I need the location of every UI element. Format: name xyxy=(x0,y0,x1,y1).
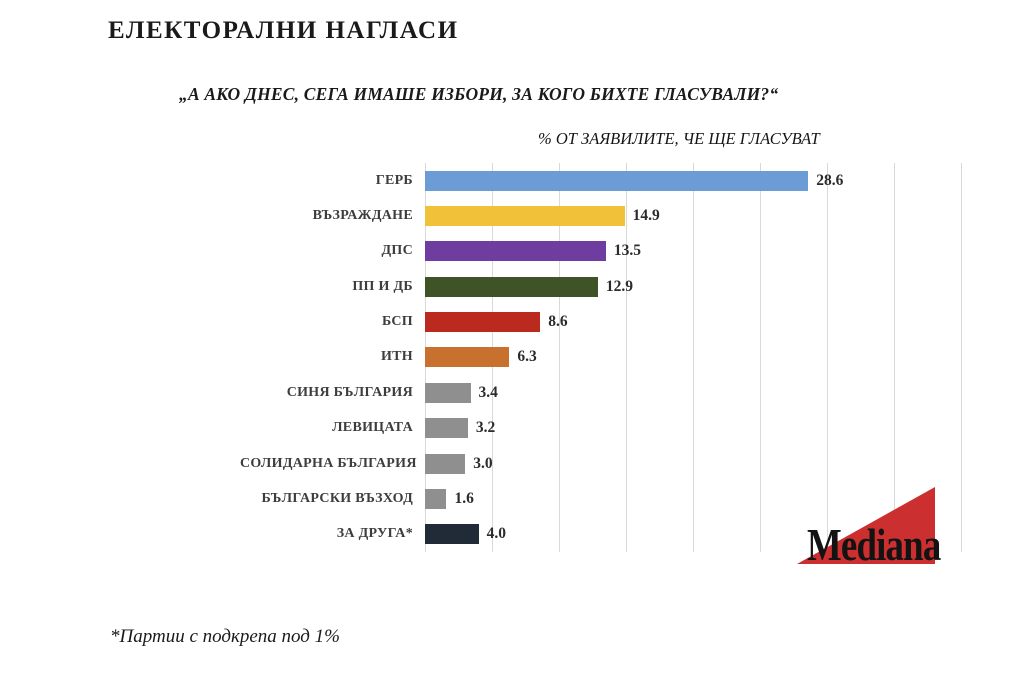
value-label: 6.3 xyxy=(517,348,537,366)
category-label: БСП xyxy=(381,314,413,330)
bar-track: 14.9 xyxy=(425,206,961,227)
value-label: 3.0 xyxy=(473,454,493,472)
chart-question-title: „А АКО ДНЕС, СЕГА ИМАШЕ ИЗБОРИ, ЗА КОГО … xyxy=(179,84,779,104)
bar xyxy=(425,206,625,227)
bar xyxy=(425,312,541,333)
value-label: 28.6 xyxy=(816,171,844,189)
value-label: 4.0 xyxy=(486,525,506,543)
chart-row: БЪЛГАРСКИ ВЪЗХОД 1.6 xyxy=(240,481,966,516)
chart-subtitle: % ОТ ЗАЯВИЛИТЕ, ЧЕ ЩЕ ГЛАСУВАТ xyxy=(538,129,820,148)
bar xyxy=(425,347,510,368)
bar-track: 4.0 xyxy=(425,524,961,545)
bar xyxy=(425,453,466,474)
chart-gridlines xyxy=(425,163,962,552)
bar-track: 28.6 xyxy=(425,170,961,191)
chart-row: БСП 8.6 xyxy=(240,304,966,339)
mediana-logo-text: Mediana xyxy=(807,519,941,570)
category-label: ДПС xyxy=(381,243,413,259)
value-label: 3.2 xyxy=(475,419,496,437)
value-label: 14.9 xyxy=(632,207,660,225)
category-label: ЛЕВИЦАТА xyxy=(332,420,413,436)
chart-row: ЗА ДРУГА* 4.0 xyxy=(240,517,966,552)
chart-row: ВЪЗРАЖДАНЕ 14.9 xyxy=(240,198,966,233)
category-label: ВЪЗРАЖДАНЕ xyxy=(312,208,413,224)
bar-chart: ГЕРБ 28.6 ВЪЗРАЖДАНЕ 14.9 ДПС 13.5 ПП И ДБ 12.9… xyxy=(240,163,966,552)
bar xyxy=(425,524,479,545)
value-label: 12.9 xyxy=(605,277,633,295)
bar-track: 1.6 xyxy=(425,488,961,509)
bar-track: 3.2 xyxy=(425,418,961,439)
bar xyxy=(425,488,447,509)
bar-track: 3.4 xyxy=(425,382,961,403)
bar xyxy=(425,241,606,262)
bar-track: 8.6 xyxy=(425,312,961,333)
chart-row: ИТН 6.3 xyxy=(240,340,966,375)
chart-row: СОЛИДАРНА БЪЛГАРИЯ 3.0 xyxy=(240,446,966,481)
chart-row: ЛЕВИЦАТА 3.2 xyxy=(240,411,966,446)
value-label: 3.4 xyxy=(478,383,498,401)
bar-track: 3.0 xyxy=(425,453,961,474)
category-label: ПП И ДБ xyxy=(352,278,413,294)
chart-row: ГЕРБ 28.6 xyxy=(240,163,966,198)
category-label: ИТН xyxy=(380,349,413,365)
value-label: 13.5 xyxy=(613,242,642,260)
chart-rows: ГЕРБ 28.6 ВЪЗРАЖДАНЕ 14.9 ДПС 13.5 ПП И ДБ 12.9… xyxy=(240,163,966,552)
chart-row: СИНЯ БЪЛГАРИЯ 3.4 xyxy=(240,375,966,410)
chart-row: ДПС 13.5 xyxy=(240,234,966,269)
bar xyxy=(425,418,468,439)
category-label: СИНЯ БЪЛГАРИЯ xyxy=(286,384,413,400)
footnote: *Партии с подкрепа под 1% xyxy=(110,626,340,647)
mediana-logo: Mediana xyxy=(797,487,947,570)
category-label: ГЕРБ xyxy=(375,172,413,188)
bar-track: 12.9 xyxy=(425,276,961,297)
page-title: ЕЛЕКТОРАЛНИ НАГЛАСИ xyxy=(108,17,459,44)
chart-row: ПП И ДБ 12.9 xyxy=(240,269,966,304)
bar xyxy=(425,382,471,403)
bar-track: 13.5 xyxy=(425,241,961,262)
category-label: БЪЛГАРСКИ ВЪЗХОД xyxy=(261,490,413,506)
category-label: СОЛИДАРНА БЪЛГАРИЯ xyxy=(240,455,417,471)
bar-track: 6.3 xyxy=(425,347,961,368)
category-label: ЗА ДРУГА* xyxy=(336,526,413,542)
bar xyxy=(425,276,598,297)
value-label: 1.6 xyxy=(454,489,474,507)
bar xyxy=(425,170,809,191)
value-label: 8.6 xyxy=(548,313,568,331)
